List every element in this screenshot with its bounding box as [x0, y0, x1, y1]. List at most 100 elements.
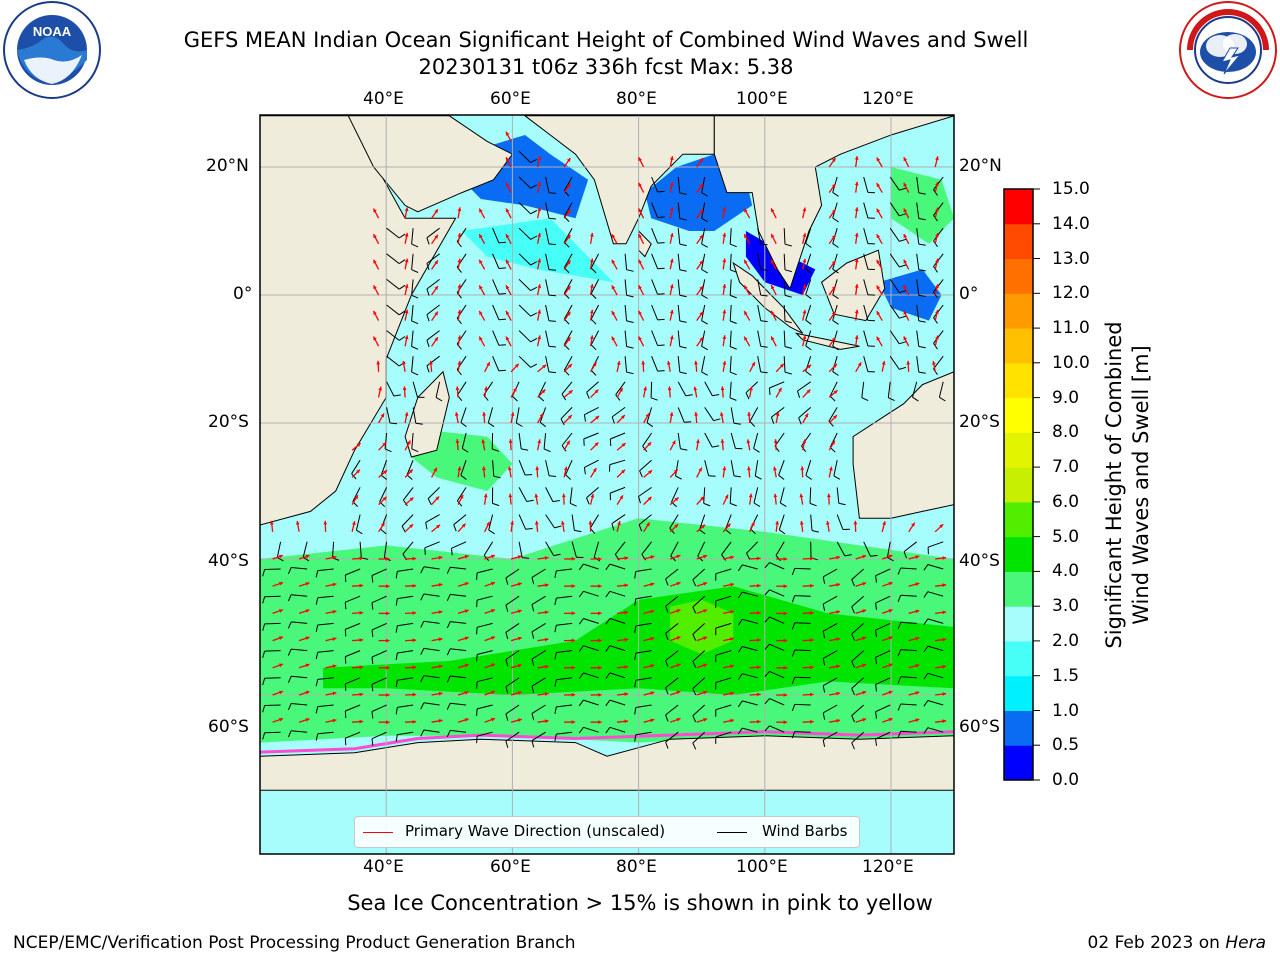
wind-barb-flag: [692, 742, 697, 750]
wave-direction-arrowhead: [514, 363, 519, 368]
wave-direction-arrowhead: [383, 470, 388, 475]
wave-direction-arrowhead: [876, 311, 881, 316]
wind-barb: [386, 279, 400, 290]
wave-direction-arrowhead: [888, 690, 893, 695]
wave-direction-arrowhead: [720, 439, 725, 443]
wind-barb: [545, 541, 555, 556]
wave-direction-arrowhead: [932, 361, 936, 365]
wind-barb: [451, 541, 467, 549]
wave-direction-arrowhead: [537, 309, 542, 314]
wave-direction-arrowhead: [438, 610, 443, 614]
wave-direction-arrowhead: [773, 466, 777, 471]
wind-barb: [769, 643, 785, 652]
wind-barb-flag: [634, 680, 637, 688]
wind-barb: [460, 407, 467, 423]
wind-barb: [264, 677, 281, 679]
wave-direction-arrowhead: [412, 719, 417, 724]
wave-direction-arrowhead: [935, 258, 939, 263]
wave-direction-arrowhead: [412, 638, 417, 643]
wave-direction-arrowhead: [783, 720, 788, 725]
wind-barb: [423, 593, 440, 597]
wind-barb-flag: [784, 269, 792, 273]
wind-barb: [916, 228, 920, 245]
wave-direction-arrowhead: [590, 232, 594, 237]
wave-direction-arrowhead: [935, 309, 939, 314]
wave-direction-arrowhead: [544, 719, 549, 724]
wind-barb: [411, 432, 414, 449]
wind-barb-flag: [933, 368, 938, 375]
wind-barb: [423, 702, 440, 706]
wave-direction-arrowhead: [667, 361, 671, 365]
wind-barb: [423, 675, 440, 679]
wind-barb: [677, 279, 681, 296]
wind-barb-legend-line: [717, 832, 747, 833]
wind-barb-flag: [554, 598, 557, 606]
wave-direction-arrowhead: [862, 609, 867, 613]
wind-barb-flag: [531, 713, 535, 721]
wind-barb-flag: [498, 241, 506, 244]
wind-barb-flag: [586, 497, 590, 505]
wind-barb: [794, 649, 811, 652]
wind-barb: [397, 568, 414, 572]
wind-barb: [863, 330, 869, 347]
wave-direction-arrowhead: [537, 284, 542, 289]
wind-barb: [518, 330, 531, 343]
wind-barb-flag: [287, 648, 292, 656]
wave-direction-arrowhead: [510, 412, 515, 416]
wind-barb-flag: [760, 345, 768, 348]
wave-direction-arrowhead: [454, 412, 459, 416]
wave-direction-arrowhead: [854, 156, 859, 160]
wind-barb: [916, 253, 920, 270]
wind-barb-flag: [918, 243, 926, 246]
wave-direction-arrowhead: [517, 663, 522, 668]
wave-direction-arrowhead: [903, 182, 907, 187]
wind-barb-flag: [371, 629, 374, 637]
wave-direction-arrowhead: [459, 494, 464, 499]
wind-barb-flag: [679, 371, 687, 375]
wave-direction-arrowhead: [544, 637, 549, 642]
wind-barb: [586, 381, 599, 393]
wind-barb: [769, 562, 785, 570]
wave-direction-arrowhead: [888, 554, 893, 559]
wind-barb-flag: [578, 672, 584, 679]
wave-direction-arrowhead: [650, 691, 655, 695]
wave-direction-arrowhead: [539, 413, 543, 418]
wind-barb: [371, 650, 387, 658]
wind-barb: [783, 279, 786, 296]
wind-barb-flag: [446, 730, 451, 738]
wind-barb-flag: [531, 686, 535, 694]
wave-direction-arrowhead: [279, 609, 283, 613]
colorbar-segment: [1004, 640, 1033, 677]
wave-direction-arrowhead: [305, 663, 310, 668]
wind-barb-flag: [657, 318, 665, 321]
wind-barb-flag: [530, 363, 538, 368]
wind-barb: [563, 304, 573, 320]
chart-subtitle: 20230131 t06z 336h fcst Max: 5.38: [418, 55, 794, 79]
wind-barb-flag: [530, 338, 538, 343]
wind-barb: [476, 650, 493, 655]
wind-barb: [729, 330, 732, 347]
wind-barb: [805, 253, 812, 270]
wave-direction-arrowhead: [676, 609, 681, 613]
wind-barb-flag: [679, 218, 687, 221]
wind-barb: [590, 304, 600, 320]
wind-barb-flag: [565, 474, 572, 480]
map-legend: Primary Wave Direction (unscaled) Wind B…: [354, 816, 860, 848]
wind-barb: [697, 541, 706, 557]
wind-barb: [769, 725, 785, 733]
wind-barb-flag: [446, 675, 451, 683]
wave-direction-arrowhead: [571, 584, 576, 588]
x-tick-bottom-100E: 100°E: [736, 857, 788, 877]
wind-barb: [863, 279, 869, 295]
wind-barb-flag: [344, 710, 347, 719]
wave-direction-arrowhead: [359, 719, 364, 724]
wave-direction-arrowhead: [650, 664, 655, 668]
wind-barb: [677, 253, 681, 270]
wave-direction-arrowhead: [305, 718, 310, 722]
wind-barb: [531, 650, 546, 660]
colorbar-tick-label: 14.0: [1052, 213, 1090, 234]
wave-direction-arrowhead: [568, 364, 572, 368]
wave-direction-arrowhead: [482, 412, 486, 416]
y-tick-right-20N: 20°N: [959, 156, 1002, 176]
wind-barb-flag: [578, 618, 584, 625]
